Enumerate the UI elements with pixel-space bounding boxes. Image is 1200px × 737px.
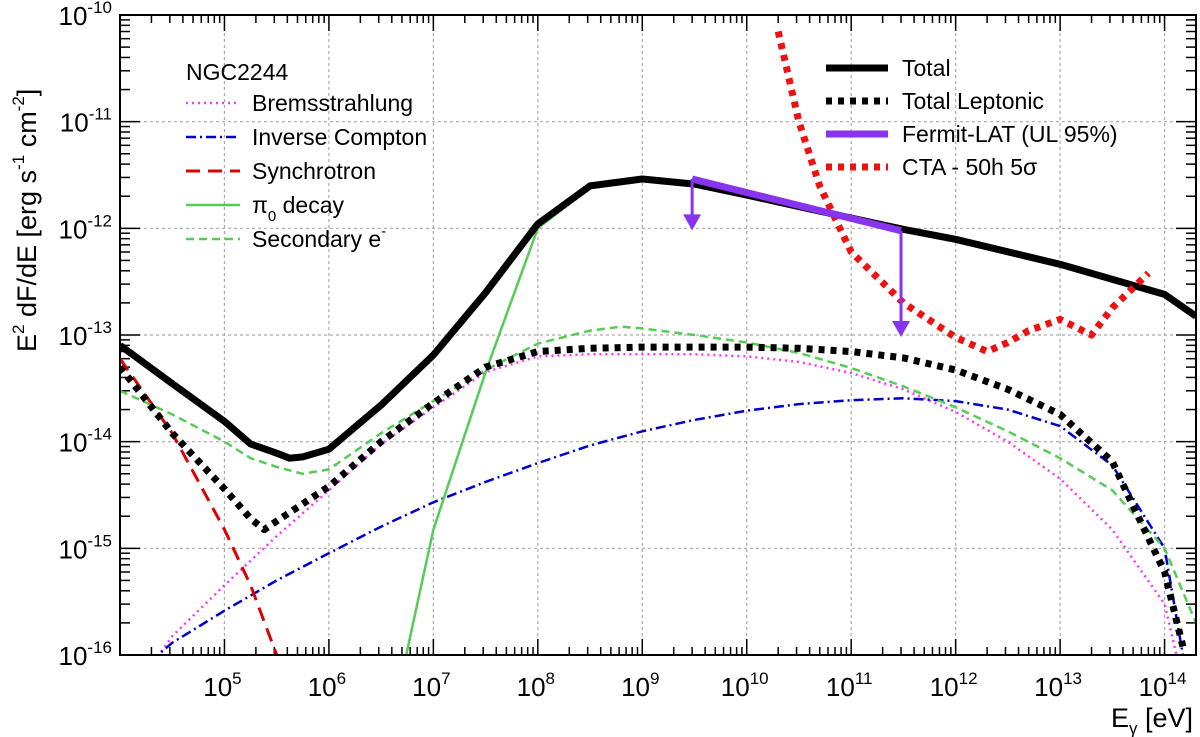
x-tick-label: 105: [203, 669, 241, 702]
minor-ticks: [119, 14, 1197, 656]
series-cta: [774, 30, 1151, 355]
x-tick-label: 106: [308, 669, 346, 702]
x-tick-label: 1011: [826, 669, 873, 702]
y-tick-label: 10-10: [59, 0, 113, 31]
y-tick-label: 10-11: [60, 105, 112, 138]
series-pi0-decay: [404, 179, 1196, 655]
legend-title: NGC2244: [186, 59, 288, 85]
x-tick-label: 1013: [1034, 669, 1082, 702]
legend-label-cta: CTA - 50h 5σ: [902, 154, 1037, 180]
y-tick-label: 10-15: [59, 531, 113, 564]
legend-right: Total Total Leptonic Fermit-LAT (UL 95%) CT…: [826, 55, 1118, 180]
series-bremsstrahlung: [157, 352, 1178, 655]
x-tick-label: 1012: [930, 669, 978, 702]
x-tick-label: 1010: [721, 669, 769, 702]
series-total: [120, 175, 1196, 462]
y-axis-label: E2 dF/dE [erg s-1 cm-2]: [9, 89, 42, 352]
y-tick-label: 10-16: [59, 638, 113, 671]
upper-limit-arrowhead: [683, 214, 702, 231]
x-axis-label: Eγ [eV]: [1111, 703, 1193, 737]
x-tick-label: 1014: [1139, 669, 1187, 702]
plot-frame: [119, 14, 1197, 656]
x-tick-label: 109: [621, 669, 659, 702]
series-inverse-compton: [155, 397, 1185, 655]
y-tick-labels: 10-16 10-15 10-14 10-13 10-12 10-11 10-10: [59, 0, 113, 671]
legend-label-total: Total: [902, 55, 951, 81]
legend-left: NGC2244 Bremsstrahlung Inverse Compton Sync…: [186, 59, 427, 252]
y-tick-label: 10-14: [59, 425, 113, 458]
series-secondary-e: [120, 325, 1196, 624]
x-tick-label: 107: [412, 669, 450, 702]
data-series: [120, 30, 1196, 655]
x-tick-labels: 105 106 107 108 109 1010 1011 1012 1013 1014: [203, 669, 1186, 702]
y-tick-label: 10-13: [59, 318, 113, 351]
legend-label-inverse-compton: Inverse Compton: [252, 124, 427, 150]
legend-label-fermi-ul: Fermit-LAT (UL 95%): [902, 121, 1118, 147]
legend-label-bremsstrahlung: Bremsstrahlung: [252, 90, 413, 116]
legend-label-pi0-decay: π0 decay: [252, 192, 344, 225]
series-synchrotron: [120, 357, 279, 655]
upper-limit-arrowhead: [892, 321, 911, 337]
x-tick-label: 108: [517, 669, 555, 702]
legend-label-secondary-e: Secondary e-: [252, 223, 386, 252]
legend-label-total-leptonic: Total Leptonic: [902, 88, 1044, 114]
legend-label-synchrotron: Synchrotron: [252, 158, 376, 184]
y-tick-label: 10-12: [59, 211, 113, 244]
series-total-leptonic: [120, 343, 1187, 648]
series-fermi-ul: [691, 175, 902, 235]
